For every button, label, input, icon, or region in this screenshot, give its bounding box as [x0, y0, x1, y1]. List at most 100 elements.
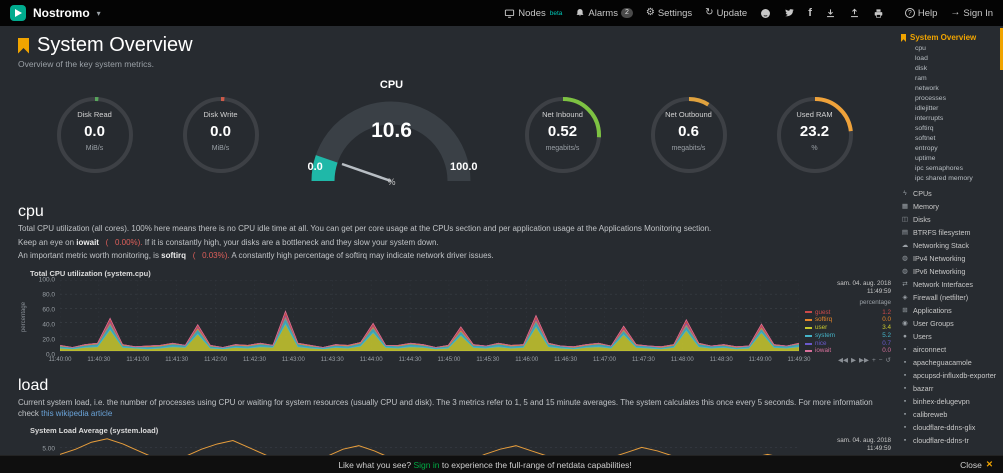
x-tick-label: 11:48:00	[670, 357, 694, 364]
legend-row-softirq[interactable]: softirq 0.0	[805, 316, 891, 324]
sidebar-subitem-softnet[interactable]: softnet	[915, 135, 936, 142]
sidebar-item-apacheguacamole[interactable]: ▪ apacheguacamole	[901, 356, 999, 369]
alarms-menu-item[interactable]: Alarms 2	[575, 8, 633, 19]
sidebar-item-calibreweb[interactable]: ▪ calibreweb	[901, 408, 999, 421]
facebook-button[interactable]: f	[808, 7, 812, 19]
chart-plot-area[interactable]	[60, 280, 799, 352]
sign-in-button[interactable]: → Sign In	[950, 8, 993, 19]
gauge-used-ram[interactable]: Used RAM 23.2%	[774, 94, 856, 176]
box-icon: ▪	[903, 385, 907, 392]
sidebar-item-label: BTRFS filesystem	[913, 228, 971, 237]
import-snapshot-button[interactable]	[849, 8, 860, 19]
sidebar-item-networking-stack[interactable]: ☁ Networking Stack	[901, 239, 999, 252]
legend-dimension-name: nice	[815, 339, 827, 347]
sidebar-subitem-entropy[interactable]: entropy	[915, 145, 938, 152]
settings-menu-item[interactable]: ⚙ Settings	[646, 8, 692, 19]
cpu-description-1: Total CPU utilization (all cores). 100% …	[18, 224, 712, 233]
save-snapshot-button[interactable]	[825, 8, 836, 19]
cpu-description-3: An important metric worth monitoring, is…	[18, 251, 891, 262]
sidebar-subitem-ram[interactable]: ram	[915, 75, 927, 82]
legend-dimension-name: iowait	[815, 347, 832, 355]
legend-row-guest[interactable]: guest 1.2	[805, 309, 891, 317]
sidebar-item-btrfs-filesystem[interactable]: ▤ BTRFS filesystem	[901, 226, 999, 239]
x-tick-label: 11:46:30	[554, 357, 578, 364]
scrollbar-thumb[interactable]	[1000, 28, 1003, 70]
sidebar-item-memory[interactable]: ▦ Memory	[901, 200, 999, 213]
gauge-cpu[interactable]: CPU 10.6 0.0 100.0 %	[306, 79, 478, 191]
node-name[interactable]: Nostromo	[33, 6, 90, 20]
gauge-net-inbound[interactable]: Net Inbound 0.52 megabits/s	[522, 94, 604, 176]
x-tick-label: 11:48:30	[709, 357, 733, 364]
wikipedia-link[interactable]: this wikipedia article	[41, 408, 113, 418]
twitter-button[interactable]	[784, 8, 795, 19]
sidebar-item-label: User Groups	[913, 319, 954, 328]
nodes-menu-item[interactable]: Nodes beta	[504, 8, 562, 19]
sidebar-item-firewall-netfilter[interactable]: ◈ Firewall (netfilter)	[901, 291, 999, 304]
sidebar-item-binhex-delugevpn[interactable]: ▪ binhex-delugevpn	[901, 395, 999, 408]
github-icon	[761, 8, 771, 18]
gauge-disk-read[interactable]: Disk Read 0.0 MiB/s	[54, 94, 136, 176]
sidebar-subitem-softirq[interactable]: softirq	[915, 125, 934, 132]
help-button[interactable]: ? Help	[904, 8, 937, 19]
sidebar-subitem-processes[interactable]: processes	[915, 95, 946, 102]
sidebar-item-user-groups[interactable]: ◉ User Groups	[901, 317, 999, 330]
disk-icon: ◫	[901, 216, 909, 223]
sidebar-item-airconnect[interactable]: ▪ airconnect	[901, 343, 999, 356]
toolbar-play-icon[interactable]: ▶	[850, 357, 856, 365]
x-tick-label: 11:41:00	[126, 357, 150, 364]
sidebar-subitem-disk[interactable]: disk	[915, 65, 928, 72]
legend-row-user[interactable]: user 3.4	[805, 324, 891, 332]
sidebar-subitem-ipc-semaphores[interactable]: ipc semaphores	[915, 165, 963, 172]
print-button[interactable]	[873, 8, 884, 19]
sidebar-item-users[interactable]: ● Users	[901, 330, 999, 343]
github-button[interactable]	[760, 8, 771, 19]
memory-icon: ▦	[901, 203, 909, 210]
sidebar-item-cloudflare-ddns-glix[interactable]: ▪ cloudflare-ddns-glix	[901, 421, 999, 434]
sidebar-item-ipv6-networking[interactable]: ◍ IPv6 Networking	[901, 265, 999, 278]
sidebar-item-cpus[interactable]: ϟ CPUs	[901, 187, 999, 200]
sidebar-subitem-uptime[interactable]: uptime	[915, 155, 936, 162]
gauge-max: 100.0	[449, 161, 478, 173]
twitter-icon	[785, 8, 795, 16]
legend-dimension-value: 3.4	[882, 324, 891, 332]
sidebar-item-network-interfaces[interactable]: ⇄ Network Interfaces	[901, 278, 999, 291]
sidebar-item-disks[interactable]: ◫ Disks	[901, 213, 999, 226]
sidebar-subitem-network[interactable]: network	[915, 85, 939, 92]
bolt-icon: ϟ	[903, 190, 907, 197]
chart-title: System Load Average (system.load)	[30, 426, 159, 436]
chevron-down-icon[interactable]: ▾	[96, 8, 101, 18]
sidebar-subitem-load[interactable]: load	[915, 55, 928, 62]
sidebar-item-system-overview[interactable]: System Overview	[901, 32, 999, 44]
toolbar-pan-left-icon[interactable]: ◀◀	[837, 357, 848, 365]
cpu-chart: Total CPU utilization (system.cpu) percen…	[18, 269, 891, 366]
gauge-value: 0.6	[678, 123, 699, 140]
sidebar-subitem-cpu[interactable]: cpu	[915, 45, 926, 52]
apps-icon: ⊞	[902, 307, 908, 314]
sidebar-item-apcupsd-influxdb-exporter[interactable]: ▪ apcupsd-influxdb-exporter	[901, 369, 999, 382]
legend-row-iowait[interactable]: iowait 0.0	[805, 347, 891, 355]
update-menu-item[interactable]: ↻ Update	[705, 8, 747, 19]
legend-row-nice[interactable]: nice 0.7	[805, 340, 891, 348]
sidebar-subitem-interrupts[interactable]: interrupts	[915, 115, 944, 122]
sidebar-subitem-ipc-shared-memory[interactable]: ipc shared memory	[915, 175, 973, 182]
toolbar-reset-zoom-icon[interactable]: ↺	[885, 357, 891, 365]
sidebar-item-cloudflare-ddns-tr[interactable]: ▪ cloudflare-ddns-tr	[901, 434, 999, 447]
banner-close-button[interactable]: Close ✕	[960, 459, 993, 470]
toolbar-zoom-out-icon[interactable]: −	[878, 357, 883, 365]
netdata-logo-icon[interactable]	[10, 5, 26, 21]
gauge-net-outbound[interactable]: Net Outbound 0.6 megabits/s	[648, 94, 730, 176]
sidebar-item-label: bazarr	[913, 384, 934, 393]
banner-sign-in-link[interactable]: Sign in	[413, 459, 440, 470]
y-tick-label: 100.0	[38, 276, 55, 283]
main-area: System Overview Overview of the key syst…	[0, 26, 1003, 473]
sidebar-subitem-idlejitter[interactable]: idlejitter	[915, 105, 939, 112]
toolbar-zoom-in-icon[interactable]: +	[871, 357, 876, 365]
legend-row-system[interactable]: system 5.2	[805, 332, 891, 340]
gauge-disk-write[interactable]: Disk Write 0.0 MiB/s	[180, 94, 262, 176]
sidebar-item-ipv4-networking[interactable]: ◍ IPv4 Networking	[901, 252, 999, 265]
toolbar-pan-right-icon[interactable]: ▶▶	[858, 357, 869, 365]
sidebar-item-bazarr[interactable]: ▪ bazarr	[901, 382, 999, 395]
sidebar-item-applications[interactable]: ⊞ Applications	[901, 304, 999, 317]
gauges-row: Disk Read 0.0 MiB/s Disk Write 0.0 MiB/s CPU…	[18, 79, 891, 191]
cloud-icon: ☁	[901, 242, 909, 249]
